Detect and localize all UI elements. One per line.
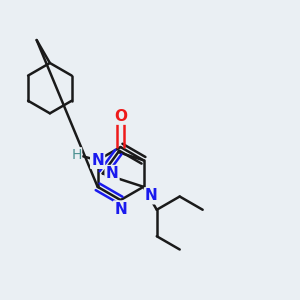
Text: N: N bbox=[91, 153, 104, 168]
Text: N: N bbox=[106, 166, 118, 181]
Text: O: O bbox=[114, 109, 127, 124]
Text: H: H bbox=[71, 148, 82, 162]
Text: N: N bbox=[145, 188, 158, 203]
Text: N: N bbox=[114, 202, 127, 217]
